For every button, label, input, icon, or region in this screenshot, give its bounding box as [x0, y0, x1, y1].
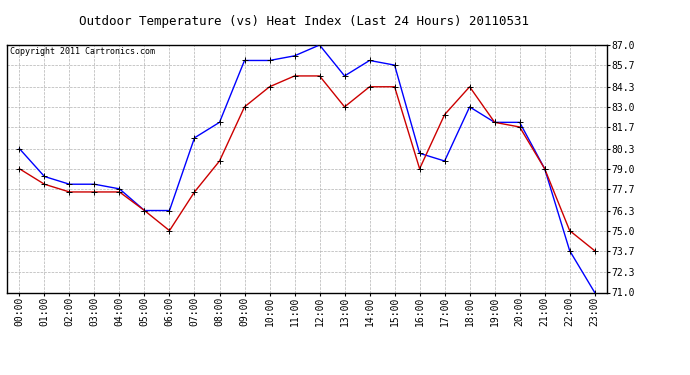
Text: Copyright 2011 Cartronics.com: Copyright 2011 Cartronics.com: [10, 48, 155, 57]
Text: Outdoor Temperature (vs) Heat Index (Last 24 Hours) 20110531: Outdoor Temperature (vs) Heat Index (Las…: [79, 15, 529, 28]
